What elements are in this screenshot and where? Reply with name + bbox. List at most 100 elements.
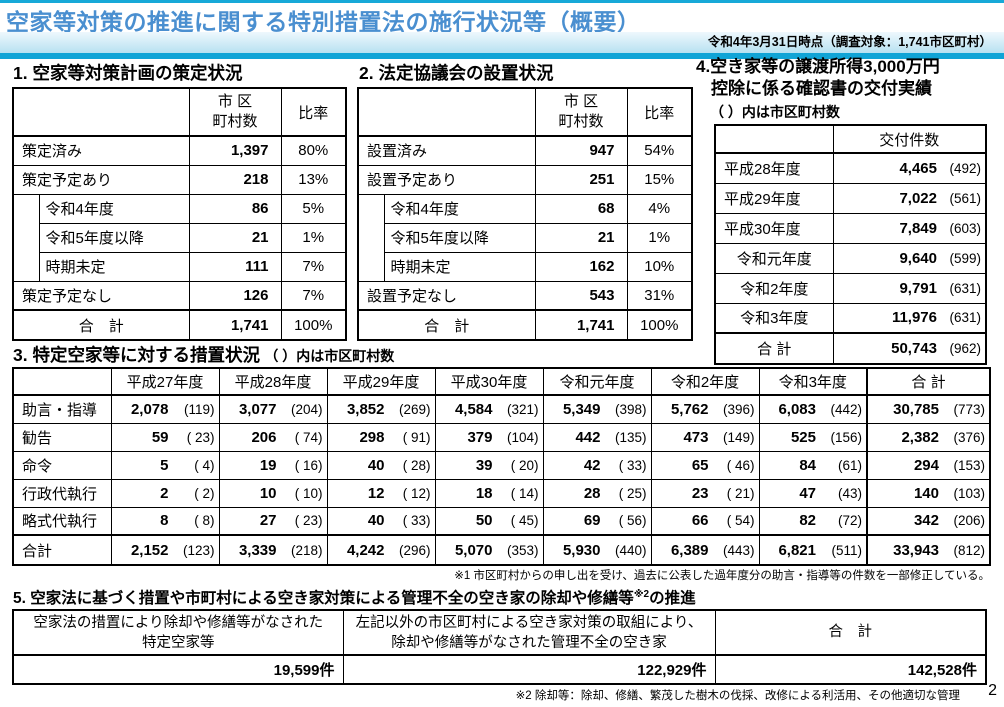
value-cell: 5,070 (353) [434, 534, 544, 566]
col-header-year: 令和元年度 [542, 367, 652, 396]
value-cell: 4,584 (321) [434, 394, 544, 424]
measure-label: 略式代執行 [12, 506, 112, 536]
count-cell: 947 [534, 135, 628, 166]
value-cell: 4,242 (296) [326, 534, 436, 566]
value-cell: 9,791 (631) [832, 272, 987, 304]
total-cell: 294 (153) [866, 450, 991, 480]
indent-spacer [357, 193, 385, 282]
count-cell: 21 [534, 222, 628, 253]
total-label: 合 計 [12, 309, 190, 341]
count-cell: 543 [534, 280, 628, 311]
value-cell: 40( 33) [326, 506, 436, 536]
row-label: 時期未定 [383, 251, 536, 282]
table-subrow: 時期未定 162 10% [358, 251, 693, 282]
table-subrow: 令和5年度以降 21 1% [358, 222, 693, 253]
col-header-total: 合 計 [866, 367, 991, 396]
total-cell: 30,785 (773) [866, 394, 991, 424]
value-cell: 5,930 (440) [542, 534, 652, 566]
value-cell: 10( 10) [218, 478, 328, 508]
row-label: 策定予定なし [12, 280, 190, 311]
col-header-year: 平成27年度 [110, 367, 220, 396]
tokutei-count: 19,599件 [12, 654, 344, 685]
table-row: 助言・指導 2,078 (119) 3,077 (204) 3,852 (269) 4,584… [12, 394, 991, 424]
col-header-ratio: 比率 [626, 87, 693, 137]
year-label: 令和2年度 [714, 272, 834, 304]
table-row: 平成29年度 7,022 (561) [714, 182, 987, 214]
year-label: 令和3年度 [714, 302, 834, 334]
value-cell: 206( 74) [218, 422, 328, 452]
count-cell: 162 [534, 251, 628, 282]
section2-heading: 2. 法定協議会の設置状況 [359, 63, 554, 83]
table-row: 平成30年度 7,849 (603) [714, 212, 987, 244]
value-cell: 5,349 (398) [542, 394, 652, 424]
section3-heading: 3. 特定空家等に対する措置状況 （ ）内は市区町村数 [13, 345, 395, 365]
plan-status-table: 市 区町村数 比率 策定済み 1,397 80% 策定予定あり 218 13% 令和4年… [12, 87, 347, 341]
ratio-cell: 100% [280, 309, 347, 341]
measure-label: 命令 [12, 450, 112, 480]
value-cell: 28( 25) [542, 478, 652, 508]
table-subrow: 令和5年度以降 21 1% [13, 222, 347, 253]
value-cell: 12( 12) [326, 478, 436, 508]
total-cell: 33,943 (812) [866, 534, 991, 566]
total-row: 合 計 50,743 (962) [714, 332, 987, 365]
value-cell: 23( 21) [650, 478, 760, 508]
empty-header-cell [12, 87, 190, 137]
value-cell: 27( 23) [218, 506, 328, 536]
section4-heading-line1: 4.空き家等の譲渡所得3,000万円 [696, 57, 940, 76]
ratio-cell: 1% [280, 222, 347, 253]
council-status-table: 市 区町村数 比率 設置済み 947 54% 設置予定あり 251 15% 令和4年度 6… [357, 87, 693, 341]
ratio-cell: 4% [626, 193, 693, 224]
value-cell: 2,152 (123) [110, 534, 220, 566]
year-label: 平成28年度 [714, 152, 834, 184]
year-label: 令和元年度 [714, 242, 834, 274]
measure-label: 行政代執行 [12, 478, 112, 508]
col-header-count: 市 区町村数 [534, 87, 628, 137]
year-label: 平成29年度 [714, 182, 834, 214]
subtitle-band [0, 32, 1004, 53]
value-cell: 6,821 (511) [758, 534, 868, 566]
value-cell: 2( 2) [110, 478, 220, 508]
count-cell: 1,741 [188, 309, 282, 341]
table-row: 平成28年度 4,465 (492) [714, 152, 987, 184]
empty-header-cell [714, 124, 834, 154]
value-cell: 3,852 (269) [326, 394, 436, 424]
table-row: 勧告 59( 23) 206( 74) 298( 91) 379 (104) 442 (135… [12, 422, 991, 452]
total-row: 合 計 1,741 100% [12, 309, 347, 341]
value-cell: 473 (149) [650, 422, 760, 452]
row-label: 令和5年度以降 [38, 222, 190, 253]
value-cell: 42( 33) [542, 450, 652, 480]
value-cell: 298( 91) [326, 422, 436, 452]
measure-label: 勧告 [12, 422, 112, 452]
total-label: 合計 [12, 534, 112, 566]
value-cell: 59( 23) [110, 422, 220, 452]
value-cell: 6,389 (443) [650, 534, 760, 566]
top-accent-line [0, 0, 1004, 3]
value-cell: 379 (104) [434, 422, 544, 452]
row-label: 設置予定なし [357, 280, 536, 311]
count-cell: 1,741 [534, 309, 628, 341]
table-row: 略式代執行 8( 8) 27( 23) 40( 33) 50( 45) 69( 56) 66… [12, 506, 991, 536]
table-row: 設置予定あり 251 15% [357, 164, 693, 195]
ratio-cell: 5% [280, 193, 347, 224]
value-cell: 69( 56) [542, 506, 652, 536]
total-row: 合計 2,152 (123) 3,339 (218) 4,242 (296) 5,070 (35… [12, 534, 991, 566]
value-cell: 50( 45) [434, 506, 544, 536]
count-cell: 68 [534, 193, 628, 224]
value-cell: 66( 54) [650, 506, 760, 536]
row-label: 設置予定あり [357, 164, 536, 195]
table-row: 令和元年度 9,640 (599) [714, 242, 987, 274]
value-cell: 442 (135) [542, 422, 652, 452]
value-cell: 39( 20) [434, 450, 544, 480]
row-label: 時期未定 [38, 251, 190, 282]
table-row: 命令 5( 4) 19( 16) 40( 28) 39( 20) 42( 33) 65( 4… [12, 450, 991, 480]
total-cell: 342 (206) [866, 506, 991, 536]
total-cell: 2,382 (376) [866, 422, 991, 452]
col-header-year: 令和2年度 [650, 367, 760, 396]
section1-heading: 1. 空家等対策計画の策定状況 [13, 63, 243, 83]
row-label: 策定予定あり [12, 164, 190, 195]
value-cell: 84 (61) [758, 450, 868, 480]
ratio-cell: 15% [626, 164, 693, 195]
table-subrow: 令和4年度 68 4% [357, 193, 693, 282]
footnote-1: ※1 市区町村からの申し出を受け、過去に公表した過年度分の助言・指導等の件数を一… [454, 570, 990, 582]
